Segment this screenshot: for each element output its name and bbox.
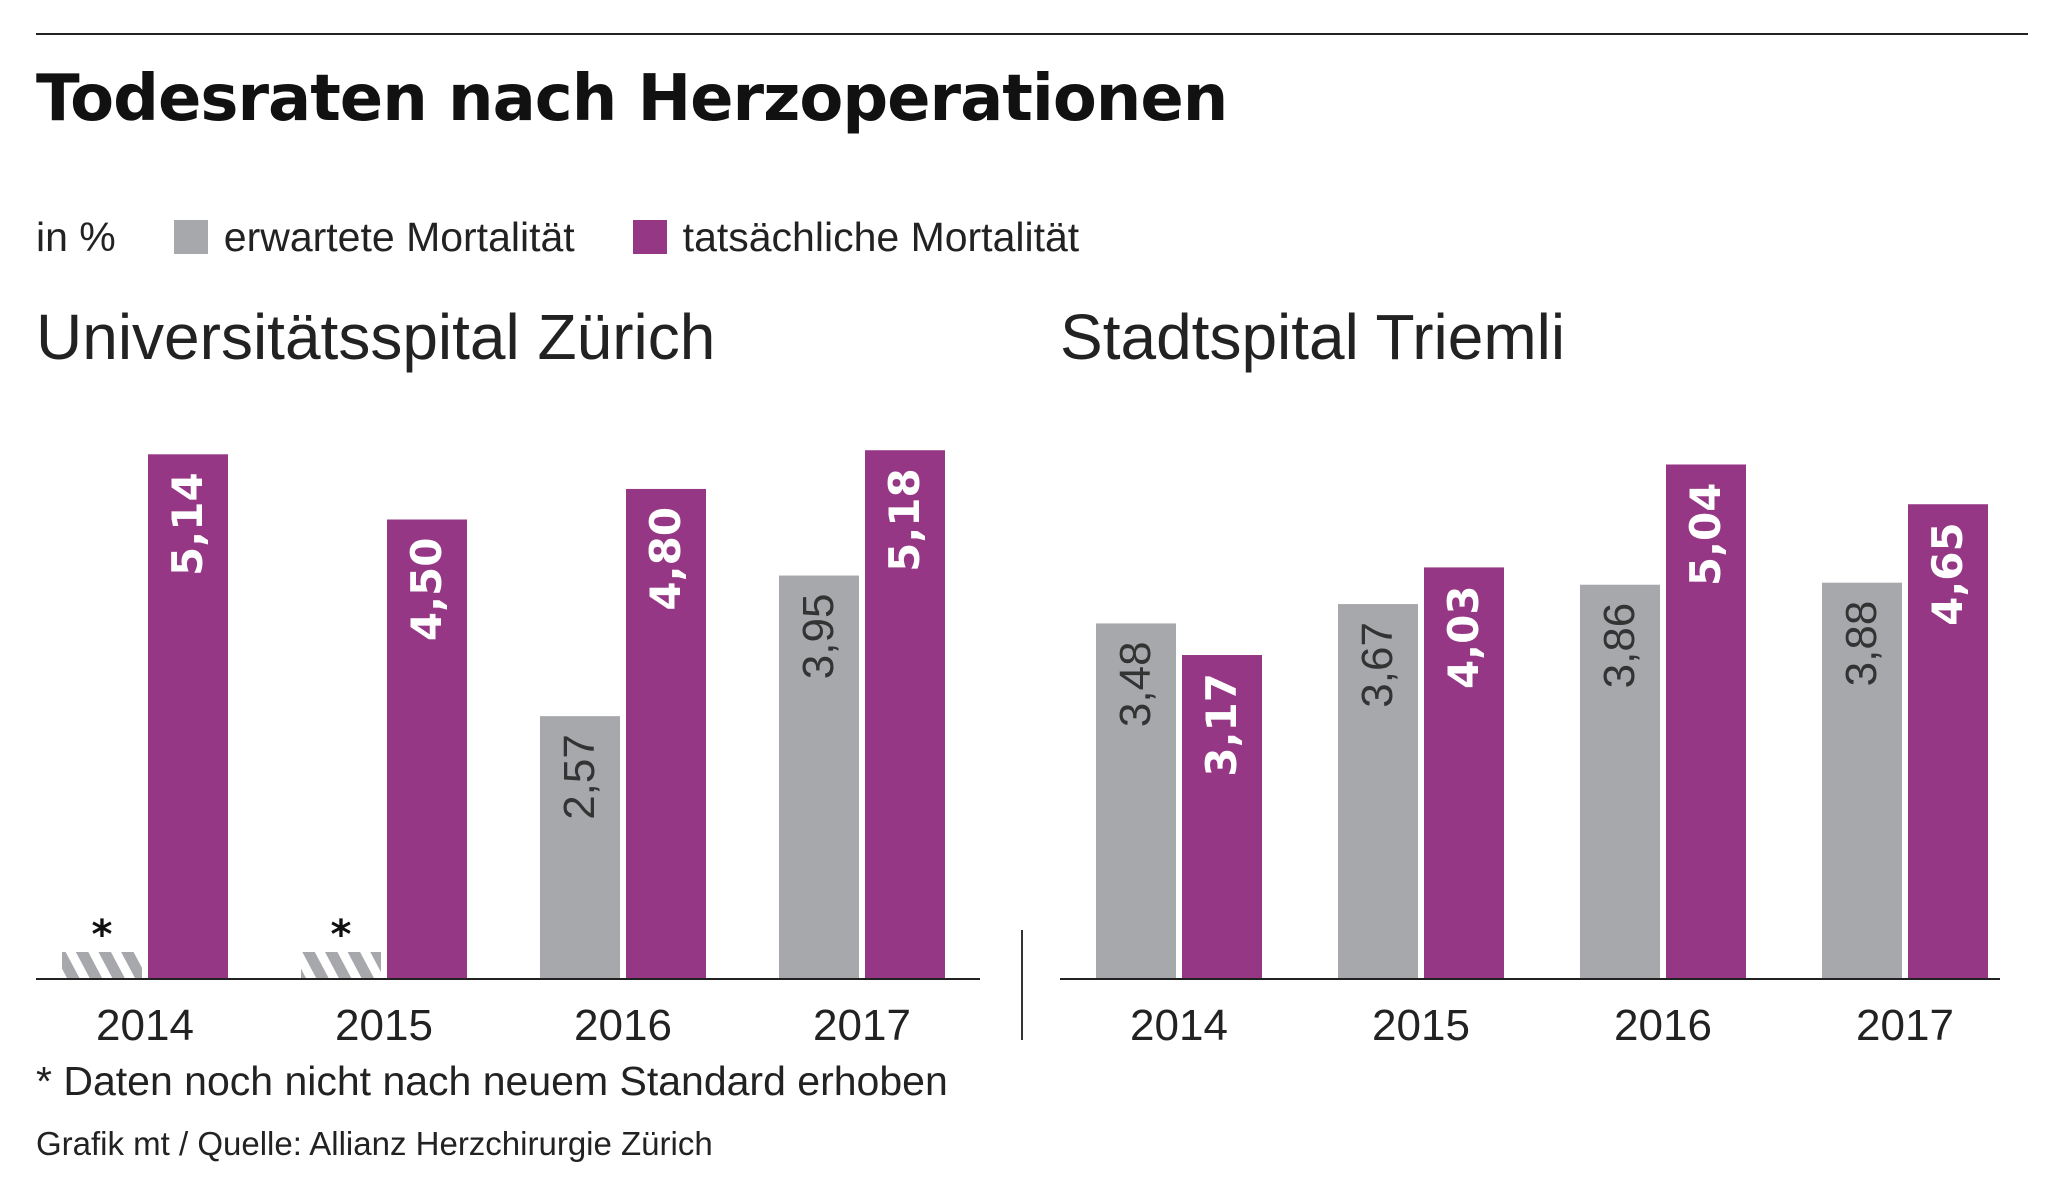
x-tick-unispital-2017: 2017 [813, 1001, 911, 1050]
bar-triemli-2014-actual [1182, 655, 1262, 978]
bar-unispital-2016-expected [540, 716, 620, 978]
bar-triemli-2016-actual [1666, 464, 1746, 978]
legend-item-expected: erwartete Mortalität [173, 213, 575, 261]
bar-unispital-2015-expected-placeholder [301, 952, 381, 978]
value-label-unispital-2016-expected: 2,57 [555, 734, 604, 820]
bar-triemli-2016-expected [1580, 584, 1660, 978]
value-label-triemli-2014-expected: 3,48 [1111, 641, 1160, 727]
bar-unispital-2015-actual [387, 519, 467, 978]
value-label-unispital-2016-actual: 4,80 [641, 507, 690, 611]
panel-title-unispital: Universitätsspital Zürich [36, 301, 716, 373]
bar-unispital-2017-actual [865, 450, 945, 978]
legend: in % erwartete Mortalität tatsächliche M… [36, 212, 1137, 262]
bar-triemli-2015-expected [1338, 604, 1418, 978]
bar-unispital-2014-expected-placeholder [62, 952, 142, 978]
bar-triemli-2015-actual [1424, 567, 1504, 978]
x-tick-triemli-2016: 2016 [1614, 1001, 1712, 1050]
bar-unispital-2014-actual [148, 454, 228, 978]
source-note: Grafik mt / Quelle: Allianz Herzchirurgi… [36, 1125, 713, 1162]
bar-triemli-2017-expected [1822, 582, 1902, 978]
bar-triemli-2017-actual [1908, 504, 1988, 978]
value-label-triemli-2016-actual: 5,04 [1681, 482, 1730, 586]
bar-triemli-2014-expected [1096, 623, 1176, 978]
x-tick-triemli-2017: 2017 [1856, 1001, 1954, 1050]
legend-swatch-actual [632, 220, 667, 254]
value-label-triemli-2015-actual: 4,03 [1439, 585, 1488, 689]
bar-unispital-2017-expected [779, 575, 859, 978]
bar-unispital-2016-actual [626, 488, 706, 978]
value-label-triemli-2014-actual: 3,17 [1197, 673, 1246, 777]
x-tick-triemli-2015: 2015 [1372, 1001, 1470, 1050]
panel-title-triemli: Stadtspital Triemli [1060, 301, 1566, 373]
legend-label-actual: tatsächliche Mortalität [682, 213, 1080, 260]
value-label-triemli-2015-expected: 3,67 [1353, 622, 1402, 708]
chart-title: Todesraten nach Herzoperationen [36, 62, 1228, 136]
x-tick-unispital-2016: 2016 [574, 1001, 672, 1050]
value-label-unispital-2014-actual: 5,14 [163, 472, 212, 576]
top-rule [36, 33, 2028, 35]
asterisk-unispital-2014: * [92, 912, 113, 958]
value-label-unispital-2015-actual: 4,50 [402, 538, 451, 642]
x-tick-unispital-2015: 2015 [335, 1001, 433, 1050]
footnote: * Daten noch nicht nach neuem Standard e… [36, 1058, 948, 1104]
value-label-triemli-2017-expected: 3,88 [1837, 601, 1886, 687]
x-tick-triemli-2014: 2014 [1130, 1001, 1228, 1050]
legend-swatch-expected [173, 220, 208, 254]
legend-unit: in % [36, 213, 116, 260]
asterisk-unispital-2015: * [331, 912, 352, 958]
legend-label-expected: erwartete Mortalität [223, 213, 575, 260]
value-label-unispital-2017-expected: 3,95 [794, 594, 843, 680]
value-label-unispital-2017-actual: 5,18 [880, 468, 929, 572]
value-label-triemli-2016-expected: 3,86 [1595, 603, 1644, 689]
x-tick-unispital-2014: 2014 [96, 1001, 194, 1050]
value-label-triemli-2017-actual: 4,65 [1923, 522, 1972, 626]
legend-item-actual: tatsächliche Mortalität [632, 213, 1080, 261]
